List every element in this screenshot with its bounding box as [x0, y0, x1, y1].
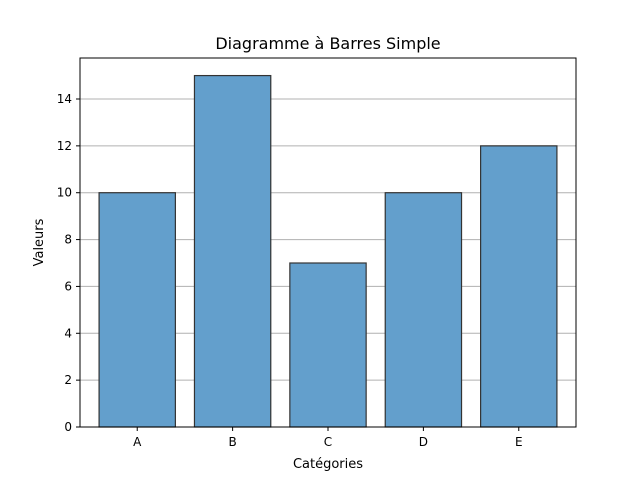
y-tick-label: 4	[64, 326, 72, 340]
x-tick-label: B	[228, 435, 236, 449]
x-tick-label: E	[515, 435, 523, 449]
bar-c	[289, 262, 367, 428]
y-axis-ticks: 0 2 4 6 8 10 12 14	[57, 92, 80, 434]
y-axis-label: Valeurs	[32, 218, 47, 266]
x-tick-label: C	[324, 435, 332, 449]
y-tick-label: 12	[57, 139, 72, 153]
bar-b	[193, 74, 272, 428]
bars	[98, 74, 558, 428]
bar-d	[384, 192, 463, 428]
bar-a	[98, 192, 176, 428]
x-tick-label: D	[419, 435, 428, 449]
bar-e	[480, 145, 558, 428]
x-axis-ticks: A B C D E	[133, 427, 523, 449]
y-tick-label: 14	[57, 92, 72, 106]
y-tick-label: 10	[57, 186, 72, 200]
chart-title: Diagramme à Barres Simple	[215, 34, 440, 53]
y-tick-label: 6	[64, 279, 72, 293]
y-tick-label: 0	[64, 420, 72, 434]
y-tick-label: 2	[64, 373, 72, 387]
y-tick-label: 8	[64, 233, 72, 247]
x-tick-label: A	[133, 435, 142, 449]
x-axis-label: Catégories	[293, 457, 363, 472]
